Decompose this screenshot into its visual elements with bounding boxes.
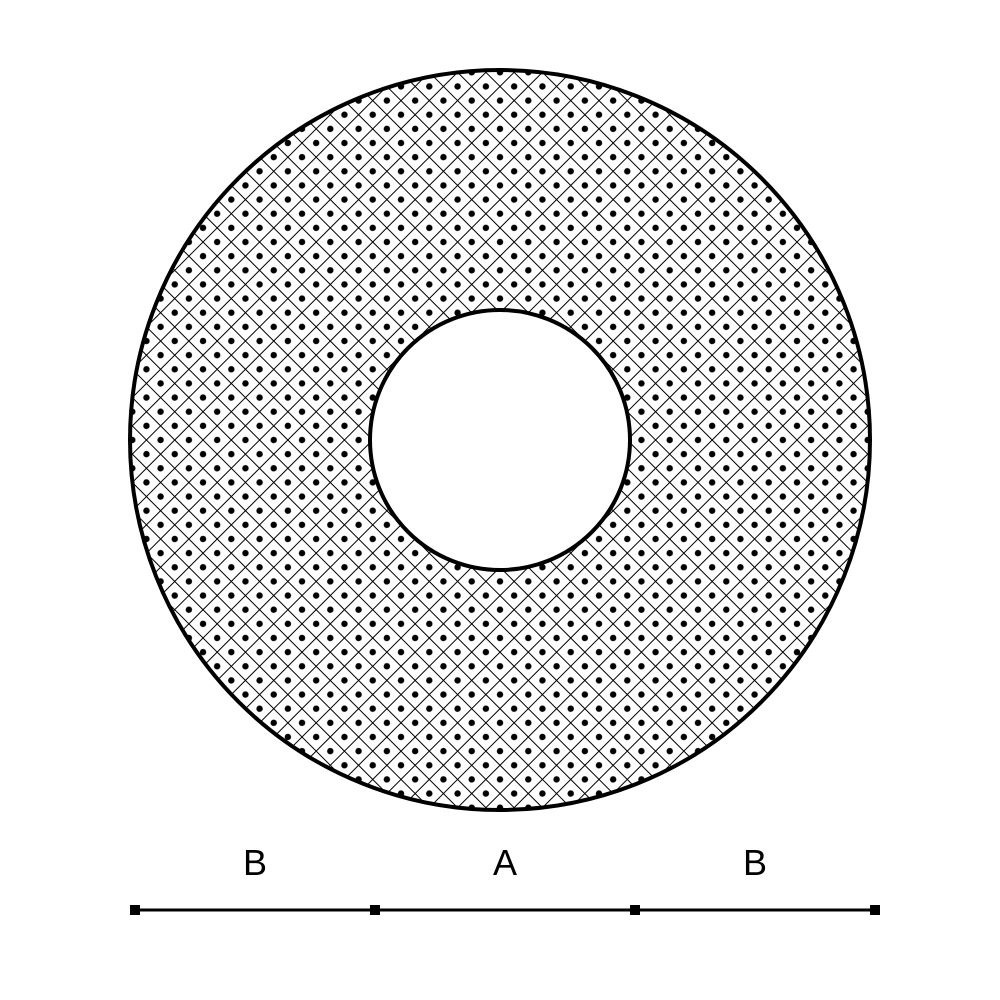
dimension-tick — [870, 905, 880, 915]
dimension-tick — [370, 905, 380, 915]
dimension-label: A — [493, 842, 517, 883]
dimension-tick — [630, 905, 640, 915]
dimension-label: B — [743, 842, 767, 883]
dimension-tick — [130, 905, 140, 915]
dimension-label: B — [243, 842, 267, 883]
diagram-figure: BAB — [0, 0, 1000, 1000]
